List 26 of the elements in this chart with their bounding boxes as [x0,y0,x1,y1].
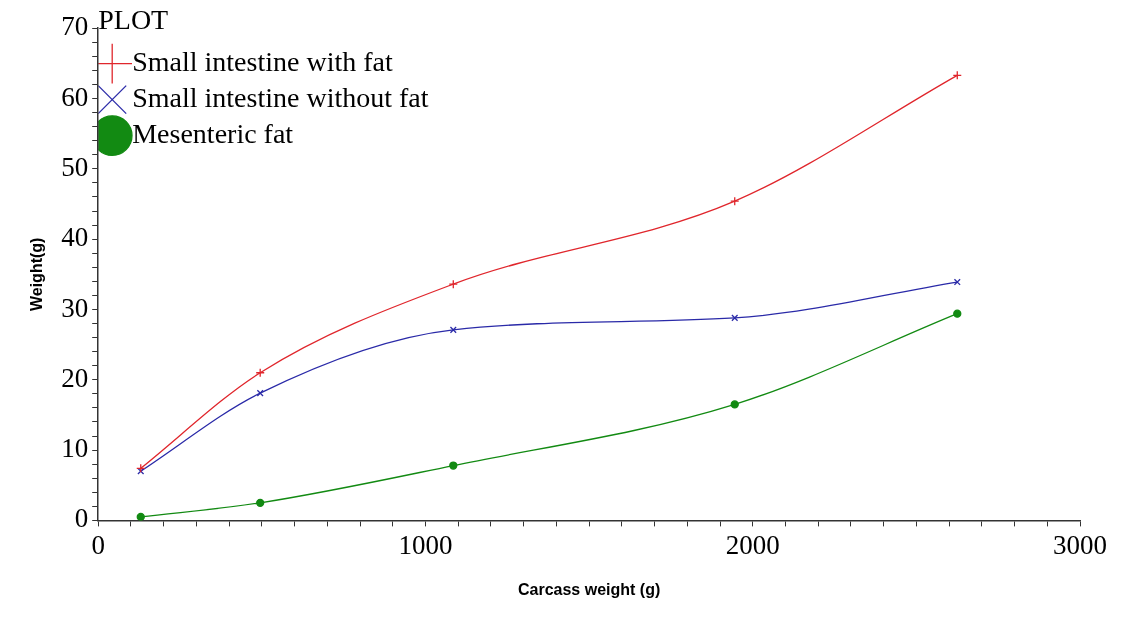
point [731,314,739,322]
point [256,498,265,507]
x-tick-label: 2000 [725,529,780,560]
y-axis-title: Weight(g) [28,237,46,312]
point [730,400,739,409]
point [448,279,458,289]
legend-title: PLOT [98,4,169,36]
point [953,278,961,286]
legend-label: Mesenteric fat [132,117,294,149]
y-tick-label: 50 [61,151,89,182]
y-tick-label: 60 [61,81,89,112]
point [449,326,457,334]
point [953,309,962,318]
x-axis-title: Carcass weight (g) [517,580,661,598]
y-tick-label: 0 [74,503,89,534]
point [449,461,458,470]
y-tick-label: 70 [61,11,89,42]
y-tick-label: 20 [61,362,89,393]
x-tick-label: 3000 [1053,529,1107,560]
legend-label: Small intestine without fat [132,81,429,113]
point [136,512,145,521]
x-tick-label: 1000 [398,529,453,560]
legend-label: Small intestine with fat [132,45,393,77]
y-tick-label: 30 [61,292,89,323]
y-tick-label: 40 [61,222,89,253]
y-tick-label: 10 [61,433,89,464]
